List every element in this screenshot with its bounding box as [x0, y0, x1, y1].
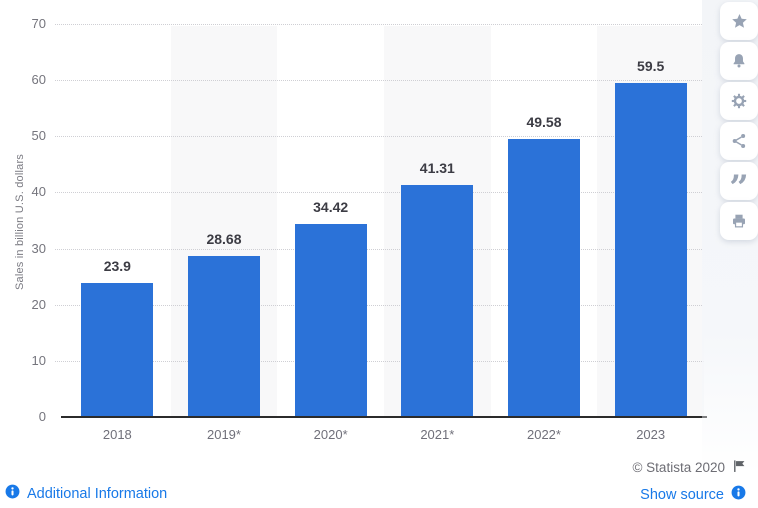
bar-2018	[81, 282, 154, 417]
gridline-y-20	[55, 304, 704, 306]
value-label-2021: 41.31	[419, 160, 455, 177]
bar-2022	[508, 138, 580, 417]
share-button[interactable]	[720, 122, 758, 160]
additional-information-label: Additional Information	[27, 485, 168, 502]
value-label-2023: 59.5	[637, 57, 665, 74]
action-sidebar: ”	[702, 0, 758, 475]
show-source-link[interactable]: Show source	[632, 485, 746, 504]
y-axis-title: Sales in billion U.S. dollars	[14, 153, 26, 291]
gridline-y-10	[55, 360, 704, 362]
bell-icon	[730, 52, 748, 70]
gridline-y-30	[55, 248, 704, 250]
additional-information-link[interactable]: Additional Information	[5, 484, 167, 503]
x-tick-label-2023: 2023	[636, 427, 666, 442]
y-tick-label-30: 30	[31, 240, 46, 256]
bar-2021	[401, 185, 474, 417]
settings-button[interactable]	[720, 82, 758, 120]
star-icon	[730, 12, 749, 31]
info-icon	[5, 484, 20, 503]
value-label-2018: 23.9	[103, 257, 131, 274]
print-button[interactable]	[720, 202, 758, 240]
y-tick-label-0: 0	[38, 409, 46, 424]
favorite-button[interactable]	[720, 2, 758, 40]
gear-icon	[730, 92, 748, 110]
copyright-label: © Statista 2020	[632, 460, 725, 475]
copyright: © Statista 2020	[632, 459, 746, 476]
y-tick-label-50: 50	[31, 128, 46, 144]
y-tick-label-40: 40	[31, 184, 46, 200]
x-tick-label-2021: 2021*	[420, 427, 455, 442]
show-source-label: Show source	[640, 486, 724, 503]
bar-2019	[188, 255, 260, 417]
bar-2023	[614, 82, 687, 417]
x-axis-line	[61, 416, 707, 418]
footer-source-block: © Statista 2020 Show source	[632, 459, 746, 504]
gridline-y-40	[55, 192, 704, 194]
x-tick-label-2022: 2022*	[526, 427, 561, 442]
flag-icon[interactable]	[732, 459, 746, 476]
alert-button[interactable]	[720, 42, 758, 80]
cite-button[interactable]: ”	[720, 162, 758, 208]
share-icon	[730, 132, 748, 150]
gridline-y-70	[55, 24, 704, 25]
value-label-2020: 34.42	[313, 198, 349, 215]
print-icon	[730, 212, 748, 230]
y-tick-label-10: 10	[31, 352, 46, 368]
value-label-2022: 49.58	[526, 113, 562, 130]
x-tick-label-2020: 2020*	[313, 427, 348, 442]
quote-icon: ”	[729, 167, 749, 208]
bar-2020	[294, 223, 367, 417]
y-tick-label-70: 70	[31, 16, 46, 31]
x-tick-label-2019: 2019*	[206, 427, 241, 442]
value-label-2019: 28.68	[206, 230, 242, 247]
gridline-y-60	[55, 80, 704, 82]
y-tick-label-20: 20	[31, 296, 46, 312]
y-tick-label-60: 60	[31, 72, 46, 88]
x-tick-label-2018: 2018	[102, 427, 132, 442]
info-icon	[731, 485, 746, 504]
gridline-y-50	[55, 136, 704, 138]
